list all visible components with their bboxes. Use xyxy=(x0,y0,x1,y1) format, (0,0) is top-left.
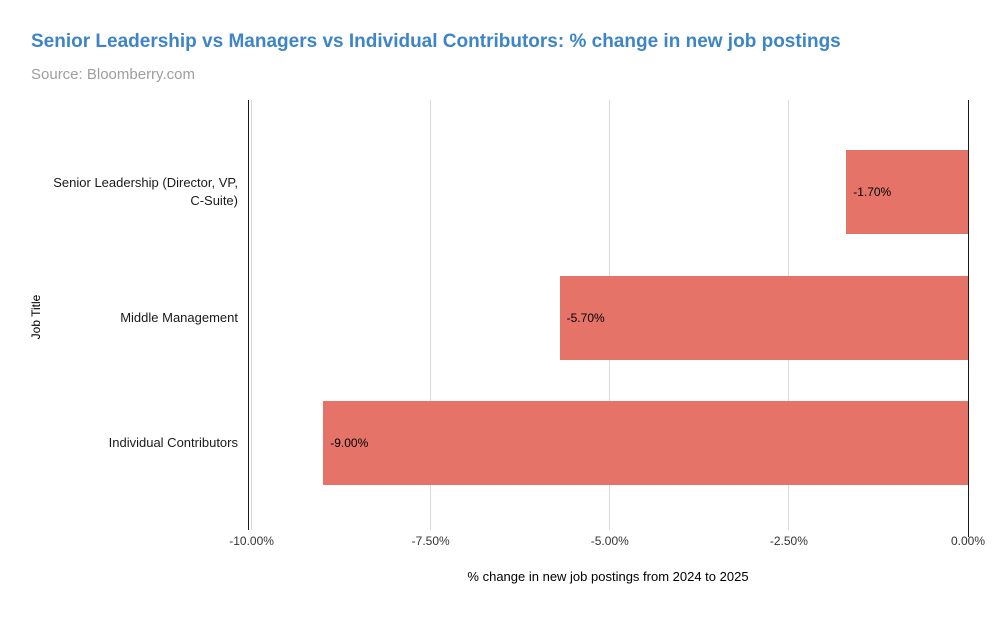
x-axis-title: % change in new job postings from 2024 t… xyxy=(467,569,749,584)
chart-subtitle: Source: Bloomberry.com xyxy=(31,66,195,83)
x-axis-tick-label: 0.00% xyxy=(950,534,986,548)
bar-value-label: -9.00% xyxy=(330,436,369,450)
y-axis-title: Job Title xyxy=(29,294,43,340)
bar-3: -9.00% xyxy=(323,401,968,485)
plot-area: -1.70% -5.70% -9.00% xyxy=(247,100,969,537)
gridline xyxy=(430,100,432,530)
x-axis-tick-label: -2.50% xyxy=(769,534,808,548)
category-label: Individual Contributors xyxy=(108,434,238,450)
chart-title: Senior Leadership vs Managers vs Individ… xyxy=(31,31,841,52)
bar-value-label: -5.70% xyxy=(566,310,605,325)
category-label: Middle Management xyxy=(120,309,238,325)
x-axis-tick-label: -5.00% xyxy=(590,534,629,548)
category-axis: Senior Leadership (Director, VP, C-Suite… xyxy=(53,100,238,530)
y-axis-line xyxy=(247,100,249,530)
zero-axis-line xyxy=(967,100,969,537)
bar-value-label: -1.70% xyxy=(853,185,892,199)
bar-1: -1.70% xyxy=(846,150,968,234)
x-axis-tick-label: -10.00% xyxy=(229,534,274,548)
category-label: Senior Leadership (Director, VP, C-Suite… xyxy=(53,174,238,208)
x-axis: -10.00% -7.50% -5.00% -2.50% 0.00% xyxy=(229,534,985,550)
bar-2: -5.70% xyxy=(559,275,968,360)
gridline xyxy=(251,100,253,530)
x-axis-tick-label: -7.50% xyxy=(411,534,450,548)
